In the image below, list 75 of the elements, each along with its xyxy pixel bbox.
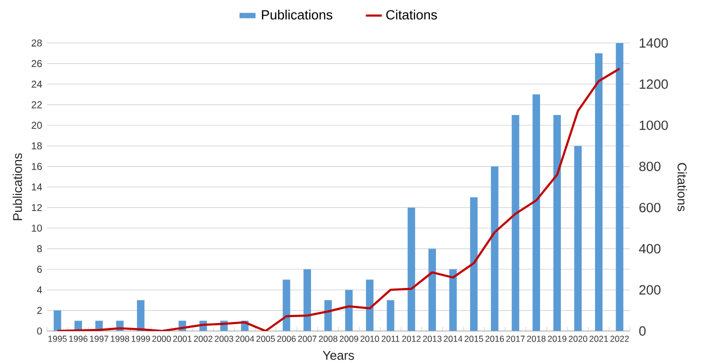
x-tick-label: 2016 [485, 336, 504, 342]
bar [595, 53, 603, 331]
y-tick-label: 12 [32, 204, 42, 211]
y-tick-label: 10 [32, 224, 42, 232]
y2-tick-label: 400 [639, 244, 660, 254]
x-tick-label: 2003 [214, 336, 234, 342]
y-tick-label: 8 [37, 245, 42, 252]
bar [324, 300, 332, 331]
bar [345, 290, 353, 331]
bar [470, 197, 478, 331]
y2-tick-label: 200 [639, 285, 660, 294]
y-tick-label: 6 [37, 266, 42, 273]
bar [428, 248, 436, 331]
y-tick-label: 18 [32, 142, 42, 150]
y2-tick-label: 1000 [640, 120, 668, 130]
x-tick-label: 1996 [69, 336, 88, 342]
y2-tick-label: 1400 [640, 38, 668, 48]
y-tick-label: 0 [37, 327, 42, 334]
bar [512, 114, 520, 331]
x-tick-label: 2002 [194, 336, 212, 342]
x-tick-label: 2017 [506, 336, 525, 342]
y-tick-label: 20 [32, 122, 42, 129]
x-tick-label: 1998 [110, 336, 130, 342]
legend-label: Publications [262, 10, 332, 20]
y-tick-label: 14 [32, 183, 42, 190]
y2-axis-title: Citations [678, 162, 687, 212]
bar [616, 42, 624, 331]
x-tick-label: 2013 [423, 336, 442, 342]
y2-tick-label: 600 [639, 202, 660, 212]
bar [408, 207, 416, 331]
x-tick-label: 2014 [444, 336, 462, 342]
y-tick-label: 22 [32, 101, 42, 108]
bar [282, 279, 290, 331]
bar [532, 94, 540, 331]
bar [304, 269, 312, 331]
x-tick-label: 2015 [464, 336, 484, 342]
legend-label: Citations [386, 10, 437, 20]
x-tick-label: 2018 [527, 336, 546, 342]
x-tick-label: 1995 [48, 336, 67, 342]
y-tick-label: 24 [32, 80, 42, 88]
bar [54, 310, 62, 331]
x-tick-label: 2021 [590, 336, 608, 342]
x-tick-label: 1999 [132, 336, 150, 342]
y2-tick-label: 1200 [640, 79, 668, 89]
x-tick-label: 1997 [90, 336, 108, 342]
x-tick-label: 2000 [152, 336, 171, 342]
x-axis-title: Years [322, 350, 354, 360]
bar [574, 146, 582, 331]
bar [386, 300, 394, 331]
y-tick-label: 16 [32, 162, 42, 170]
y-tick-label: 4 [36, 286, 42, 294]
x-tick-label: 2020 [568, 336, 588, 342]
x-tick-label: 2008 [318, 336, 338, 342]
x-tick-label: 2012 [402, 336, 421, 342]
bar [449, 269, 457, 331]
bar [136, 300, 144, 331]
x-tick-label: 2009 [340, 336, 358, 342]
y-axis-title: Publications [12, 153, 22, 220]
x-tick-label: 2001 [173, 336, 192, 342]
y2-tick-label: 800 [639, 162, 660, 171]
y2-tick-label: 0 [639, 326, 646, 336]
x-tick-label: 2007 [298, 336, 316, 342]
bar [490, 166, 498, 331]
y-tick-label: 26 [32, 60, 42, 67]
x-tick-label: 2022 [610, 336, 629, 342]
y-tick-label: 28 [32, 39, 42, 46]
x-tick-label: 2019 [548, 336, 566, 342]
bar [366, 279, 374, 331]
x-tick-label: 2005 [256, 336, 275, 342]
x-tick-label: 2011 [382, 336, 400, 342]
bar [553, 114, 561, 331]
y-tick-label: 2 [37, 306, 42, 314]
x-tick-label: 2010 [360, 336, 380, 342]
x-tick-label: 2004 [236, 336, 254, 342]
x-tick-label: 2006 [277, 336, 296, 342]
